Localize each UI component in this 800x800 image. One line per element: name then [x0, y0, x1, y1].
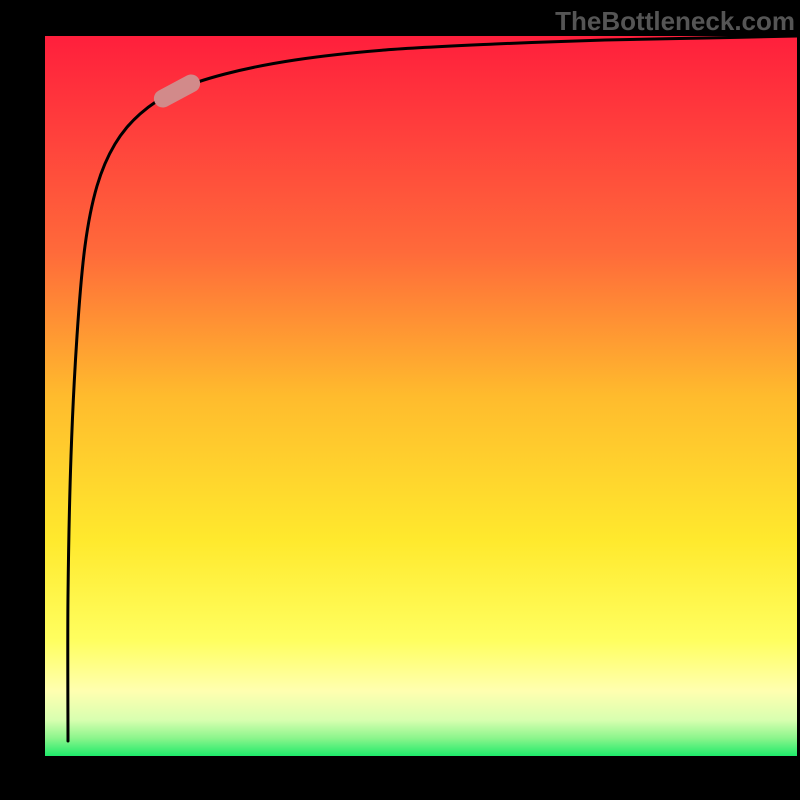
- watermark-text: TheBottleneck.com: [555, 6, 795, 37]
- gradient-and-curve: [45, 36, 797, 756]
- plot-area: [45, 36, 797, 756]
